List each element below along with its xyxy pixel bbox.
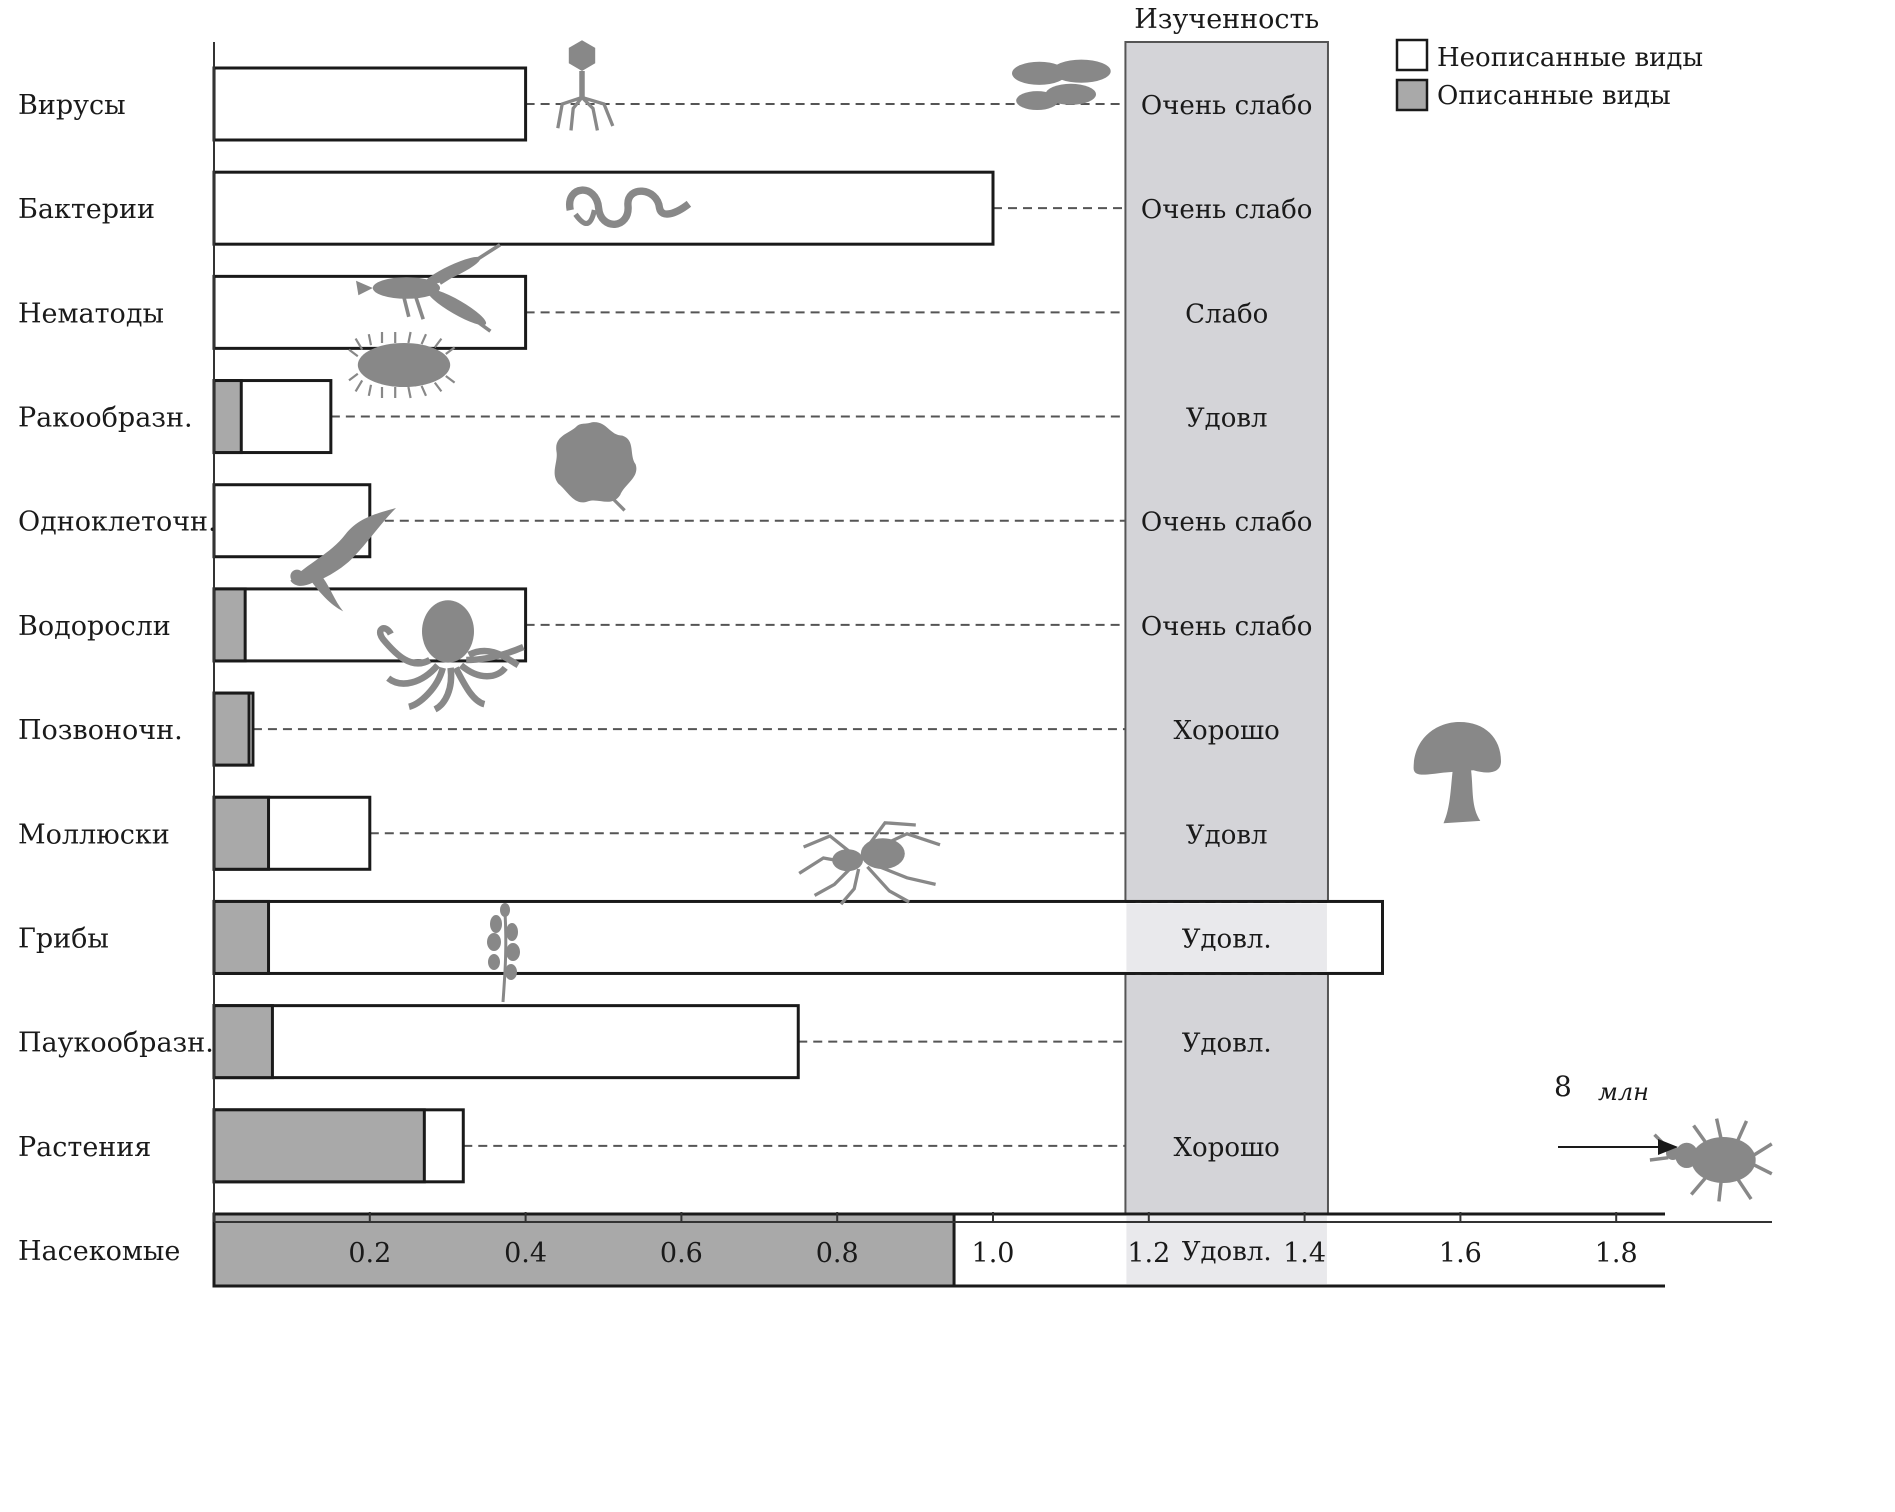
x-tick-label: 1.8 [1595, 1238, 1638, 1269]
x-tick-label: 1.4 [1283, 1238, 1326, 1269]
study-level-label: Удовл. [1182, 924, 1272, 954]
alga-icon [554, 422, 637, 512]
bar-described [212, 691, 251, 767]
study-band [1124, 41, 1329, 1223]
x-tick-label: 0.2 [348, 1238, 391, 1269]
bar-described [212, 899, 271, 975]
category-label: Нематоды [18, 298, 164, 329]
band-title: Изученность [1134, 4, 1319, 35]
study-level-label: Удовл. [1182, 1029, 1272, 1059]
legend-label-undescribed: Неописанные виды [1437, 43, 1703, 73]
bar-described [212, 1212, 956, 1288]
bar-described [212, 587, 247, 663]
arrow [1558, 1139, 1678, 1155]
bar-described [212, 795, 271, 871]
study-labels: Очень слабо Очень слабо Слабо Удовл Очень сл… [1141, 91, 1313, 1267]
spider-icon [798, 821, 941, 906]
legend: Неописанные виды Описанные виды [1395, 38, 1703, 112]
category-label: Растения [18, 1132, 151, 1163]
bacteriophage-icon [556, 40, 615, 131]
bar-described [212, 379, 243, 455]
plant-sprig-icon [487, 903, 520, 1003]
legend-swatch-described [1395, 78, 1429, 112]
legend-label-described: Описанные виды [1437, 81, 1671, 111]
study-level-label: Очень слабо [1141, 91, 1313, 121]
protozoan-icon [348, 331, 456, 399]
x-tick-label: 0.4 [504, 1238, 547, 1269]
band-overlap [1126, 903, 1327, 972]
x-tick-label: 0.8 [816, 1238, 859, 1269]
study-level-label: Слабо [1185, 299, 1268, 329]
category-labels: Вирусы Бактерии Нематоды Ракообразн. Однокле… [18, 90, 217, 1267]
octopus-icon [377, 600, 525, 713]
study-level-label: Очень слабо [1141, 195, 1313, 225]
study-level-label: Удовл [1186, 404, 1268, 434]
x-ticks: 0.2 0.4 0.6 0.8 1.0 1.2 1.4 1.6 1.8 [348, 1212, 1638, 1269]
bird-icon [290, 508, 396, 612]
category-label: Водоросли [18, 611, 171, 642]
bar-undescribed [212, 1004, 800, 1080]
nematode-icon [566, 186, 692, 228]
category-label: Ракообразн. [18, 403, 193, 434]
study-level-label: Хорошо [1174, 1133, 1280, 1163]
study-level-label: Хорошо [1174, 716, 1280, 746]
bars-layer [212, 66, 1665, 1288]
band-overlap [1126, 1216, 1327, 1284]
study-level-label: Очень слабо [1141, 612, 1313, 642]
x-tick-label: 1.2 [1127, 1238, 1170, 1269]
category-label: Грибы [18, 923, 109, 954]
beetle-icon [1649, 1118, 1773, 1202]
bar-undescribed [212, 66, 528, 142]
category-label: Одноклеточн. [18, 507, 217, 538]
x-tick-label: 0.6 [660, 1238, 703, 1269]
category-label: Насекомые [18, 1236, 180, 1267]
category-label: Вирусы [18, 90, 126, 121]
x-tick-label: 1.6 [1439, 1238, 1482, 1269]
category-label: Моллюски [18, 819, 170, 850]
annotation-value: 8 [1554, 1070, 1572, 1103]
category-label: Бактерии [18, 194, 155, 225]
study-level-label: Очень слабо [1141, 508, 1313, 538]
bar-described [212, 1004, 274, 1080]
annotation-unit: млн [1598, 1078, 1649, 1106]
bar-undescribed [212, 170, 995, 246]
organism-icons [290, 40, 1773, 1202]
bar-described [212, 1108, 426, 1184]
x-tick-label: 1.0 [972, 1238, 1015, 1269]
bacteria-icon [1012, 59, 1111, 111]
mushroom-icon [1413, 722, 1501, 824]
category-label: Позвоночн. [18, 715, 183, 746]
study-level-label: Удовл [1186, 820, 1268, 850]
study-level-label: Удовл. [1182, 1237, 1272, 1267]
legend-swatch-undescribed [1395, 38, 1429, 72]
category-label: Паукообразн. [18, 1028, 214, 1059]
crayfish-icon [356, 243, 501, 333]
